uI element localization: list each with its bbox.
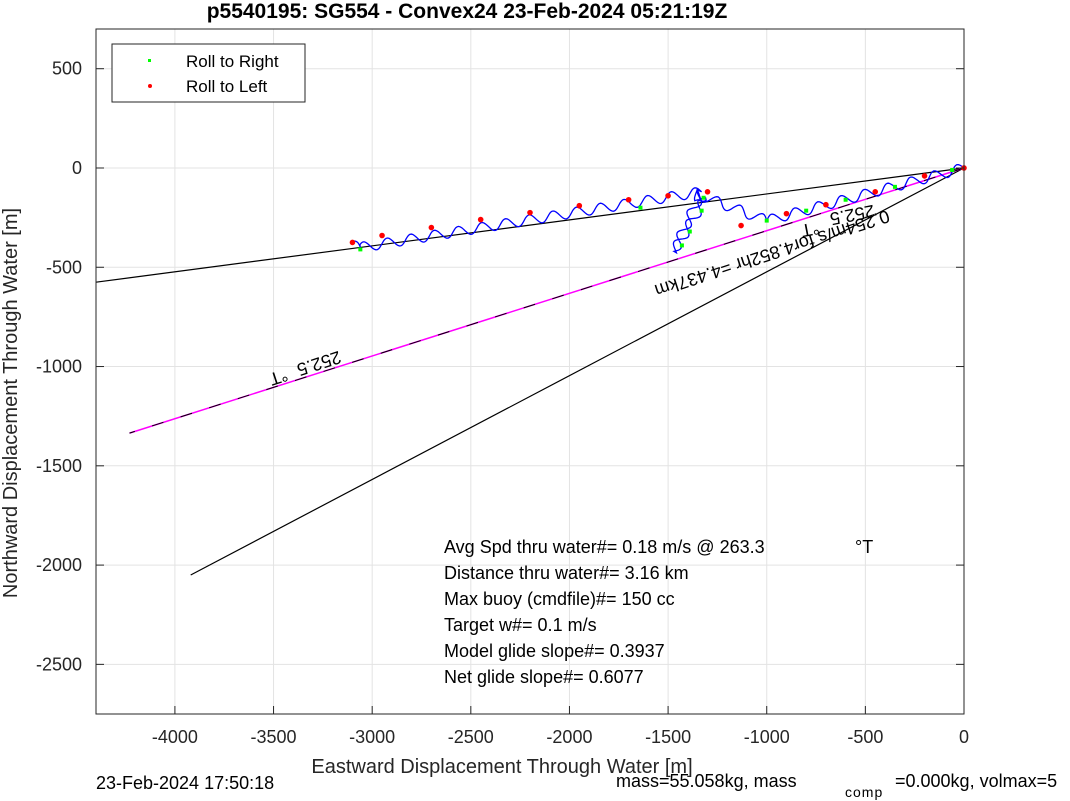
- stat-line-3: Max buoy (cmdfile)#= 150 cc: [444, 589, 675, 609]
- x-tick-label: -1500: [645, 727, 691, 747]
- roll-right-marker: [699, 208, 704, 213]
- stat-unit: °T: [855, 537, 873, 557]
- heading-line-252-5-lower-line: [190, 167, 965, 576]
- roll-right-marker: [687, 229, 692, 234]
- y-tick-label: -1000: [36, 357, 82, 377]
- y-tick-label: -2500: [36, 654, 82, 674]
- roll-right-marker: [892, 184, 897, 189]
- roll-left-marker: [625, 196, 632, 203]
- y-tick-label: -2000: [36, 555, 82, 575]
- x-tick-label: -4000: [152, 727, 198, 747]
- legend: Roll to Right Roll to Left: [111, 43, 306, 103]
- roll-left-marker: [921, 173, 928, 179]
- roll-left-marker: [823, 201, 829, 208]
- footer-mass-subscript: comp: [845, 784, 883, 800]
- roll-left-marker: [349, 239, 356, 246]
- axes-box: [95, 28, 965, 715]
- roll-right-marker: [843, 197, 848, 202]
- grid: [96, 29, 965, 714]
- roll-right-marker: [950, 167, 955, 172]
- stat-line-2: Distance thru water#= 3.16 km: [444, 563, 689, 583]
- legend-label-roll-left: Roll to Left: [186, 77, 268, 96]
- roll-left-marker: [704, 189, 711, 195]
- roll-right-marker: [764, 218, 769, 223]
- stats-box: Avg Spd thru water#= 0.18 m/s @ 263.3 °T…: [444, 537, 873, 687]
- roll-right-marker: [679, 243, 684, 248]
- footer-mass-rest: =0.000kg, volmax=5: [895, 771, 1057, 791]
- x-tick-label: -2500: [448, 727, 494, 747]
- x-tick-label: -3500: [251, 727, 297, 747]
- legend-box: [111, 43, 306, 103]
- y-tick-label: 0: [72, 158, 82, 178]
- y-tick-label: 500: [52, 59, 82, 79]
- roll-right-marker: [358, 247, 363, 252]
- stat-line-4: Target w#= 0.1 m/s: [444, 615, 597, 635]
- roll-left-marker: [576, 202, 583, 209]
- roll-left-marker: [428, 224, 435, 231]
- y-axis-label: Northward Displacement Through Water [m]: [0, 208, 22, 598]
- chart-title: p5540195: SG554 - Convex24 23-Feb-2024 0…: [207, 0, 728, 23]
- roll-right-marker: [638, 205, 643, 210]
- roll-left-marker: [872, 189, 879, 195]
- y-tick-label: -500: [46, 257, 82, 277]
- series-layer: [95, 164, 967, 576]
- footer: 23-Feb-2024 17:50:18 mass=55.058kg, mass…: [96, 771, 1057, 800]
- roll-left-marker: [527, 209, 533, 216]
- legend-marker-roll-left: [148, 84, 152, 88]
- annotation-heading: 252.5: [295, 347, 344, 380]
- ticks: -4000 -3500 -3000 -2500 -2000 -1500 -1000 -500 0…: [36, 59, 969, 747]
- x-tick-label: -1000: [744, 727, 790, 747]
- stat-line-1: Avg Spd thru water#= 0.18 m/s @ 263.3: [444, 537, 765, 557]
- heading-line-252-5-upper-line: [95, 167, 965, 283]
- legend-marker-roll-right: [148, 59, 151, 62]
- roll-left-marker: [738, 222, 744, 229]
- roll-left-marker: [379, 232, 385, 239]
- roll-left-marker: [477, 216, 484, 223]
- drift-line-dash: [129, 167, 965, 434]
- x-tick-label: -2000: [546, 727, 592, 747]
- glider-track-line: [350, 164, 965, 255]
- x-axis-label: Eastward Displacement Through Water [m]: [311, 756, 692, 778]
- x-tick-label: -500: [847, 727, 883, 747]
- roll-right-marker: [701, 195, 706, 200]
- stat-line-6: Net glide slope#= 0.6077: [444, 667, 644, 687]
- y-tick-label: -1500: [36, 456, 82, 476]
- annotation-layer: 252.5°T0.254m/s for4.852hr =4.437km252.5…: [267, 201, 892, 390]
- roll-left-marker: [783, 210, 790, 217]
- footer-timestamp: 23-Feb-2024 17:50:18: [96, 773, 274, 793]
- roll-left-marker: [665, 192, 671, 199]
- stat-line-5: Model glide slope#= 0.3937: [444, 641, 665, 661]
- legend-label-roll-right: Roll to Right: [186, 52, 279, 71]
- annotation-deg: °T: [267, 365, 290, 390]
- footer-mass: mass=55.058kg, mass: [616, 771, 797, 791]
- roll-right-marker: [804, 208, 809, 213]
- x-tick-label: -3000: [349, 727, 395, 747]
- annotation-deg: °T: [799, 218, 821, 241]
- x-tick-label: 0: [959, 727, 969, 747]
